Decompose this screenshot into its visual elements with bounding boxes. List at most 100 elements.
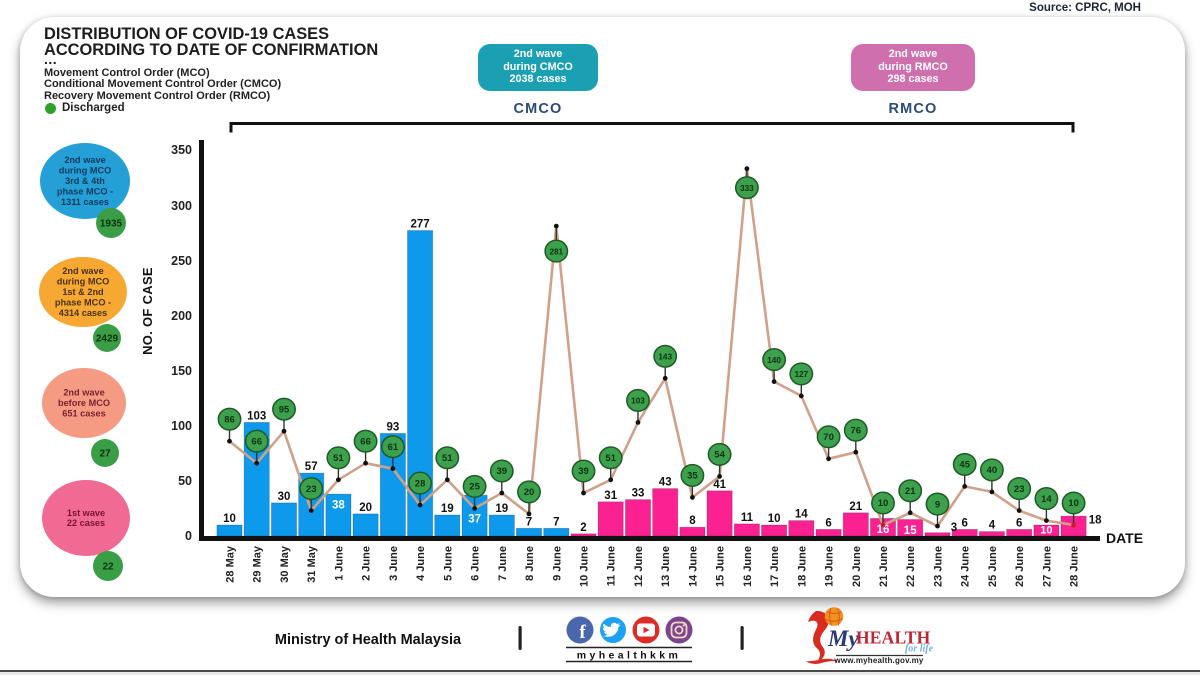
svg-text:40: 40 xyxy=(987,465,998,476)
svg-text:30 May: 30 May xyxy=(279,545,291,583)
svg-text:19 June: 19 June xyxy=(824,546,836,587)
svg-text:3: 3 xyxy=(951,522,957,534)
svg-text:11 June: 11 June xyxy=(606,546,618,586)
svg-text:26 June: 26 June xyxy=(1014,546,1026,587)
svg-text:19: 19 xyxy=(441,503,454,515)
svg-text:18 June: 18 June xyxy=(796,546,808,587)
svg-text:39: 39 xyxy=(578,466,589,477)
svg-text:1 June: 1 June xyxy=(333,546,345,581)
svg-text:My: My xyxy=(827,626,859,651)
svg-text:10 June: 10 June xyxy=(579,546,591,587)
svg-text:1st & 2nd: 1st & 2nd xyxy=(62,287,103,297)
svg-text:2429: 2429 xyxy=(96,334,119,345)
svg-text:25: 25 xyxy=(469,482,480,493)
svg-text:14: 14 xyxy=(1041,494,1052,505)
svg-text:50: 50 xyxy=(178,474,192,488)
svg-text:250: 250 xyxy=(171,254,192,268)
svg-text:70: 70 xyxy=(823,432,834,443)
svg-text:NO. OF CASE: NO. OF CASE xyxy=(140,267,155,355)
svg-text:4314 cases: 4314 cases xyxy=(59,308,108,318)
svg-text:13 June: 13 June xyxy=(660,546,672,587)
svg-text:277: 277 xyxy=(411,219,430,231)
svg-text:for life: for life xyxy=(905,644,934,655)
svg-text:21: 21 xyxy=(905,486,916,497)
svg-text:51: 51 xyxy=(442,453,453,464)
svg-text:24 June: 24 June xyxy=(960,546,972,587)
svg-text:1st wave: 1st wave xyxy=(67,508,105,518)
svg-text:Ministry of Health Malaysia: Ministry of Health Malaysia xyxy=(275,632,462,648)
svg-text:8 June: 8 June xyxy=(524,546,536,581)
svg-text:25 June: 25 June xyxy=(987,546,999,587)
svg-text:27: 27 xyxy=(99,449,111,460)
svg-text:143: 143 xyxy=(658,353,672,362)
svg-text:66: 66 xyxy=(251,436,262,447)
svg-text:2nd wave: 2nd wave xyxy=(64,155,105,165)
svg-text:21 June: 21 June xyxy=(878,546,890,587)
svg-text:31 May: 31 May xyxy=(306,545,318,583)
svg-text:2: 2 xyxy=(580,522,586,534)
svg-text:phase MCO -: phase MCO - xyxy=(57,186,113,196)
svg-text:4: 4 xyxy=(989,520,996,532)
svg-text:9 June: 9 June xyxy=(551,546,563,581)
svg-text:9: 9 xyxy=(935,499,940,510)
svg-text:22: 22 xyxy=(102,562,114,573)
svg-text:23 June: 23 June xyxy=(933,546,945,587)
svg-text:20 June: 20 June xyxy=(851,546,863,587)
svg-text:10: 10 xyxy=(1040,525,1052,537)
svg-text:150: 150 xyxy=(171,364,192,378)
svg-text:7 June: 7 June xyxy=(497,546,509,581)
svg-text:16 June: 16 June xyxy=(742,546,754,587)
svg-text:during MCO: during MCO xyxy=(59,166,112,176)
svg-text:127: 127 xyxy=(794,370,808,379)
svg-text:95: 95 xyxy=(279,404,290,415)
svg-text:1311 cases: 1311 cases xyxy=(61,197,109,207)
svg-text:57: 57 xyxy=(305,461,318,473)
svg-text:7: 7 xyxy=(553,516,559,528)
svg-text:6: 6 xyxy=(1016,517,1022,529)
svg-text:20: 20 xyxy=(524,487,535,498)
svg-text:33: 33 xyxy=(632,488,645,500)
svg-text:54: 54 xyxy=(714,450,725,461)
svg-text:14 June: 14 June xyxy=(687,546,699,587)
svg-text:23: 23 xyxy=(306,484,317,495)
svg-text:f: f xyxy=(579,622,586,643)
svg-text:12 June: 12 June xyxy=(633,546,645,587)
svg-text:23: 23 xyxy=(1014,484,1025,495)
svg-text:20: 20 xyxy=(359,502,372,514)
svg-text:11: 11 xyxy=(741,512,754,524)
svg-text:10: 10 xyxy=(878,498,889,509)
svg-text:15: 15 xyxy=(904,525,917,537)
svg-text:before MCO: before MCO xyxy=(58,398,110,408)
svg-text:61: 61 xyxy=(388,442,399,453)
svg-text:41: 41 xyxy=(713,479,726,491)
svg-text:100: 100 xyxy=(171,419,192,433)
svg-text:0: 0 xyxy=(185,529,192,543)
svg-text:5 June: 5 June xyxy=(442,546,454,581)
svg-text:27 June: 27 June xyxy=(1041,546,1053,587)
svg-text:6: 6 xyxy=(825,517,831,529)
svg-text:HEALTH: HEALTH xyxy=(856,628,931,648)
svg-text:22 June: 22 June xyxy=(905,546,917,587)
svg-text:333: 333 xyxy=(740,184,754,193)
svg-text:8: 8 xyxy=(689,515,696,527)
svg-text:14: 14 xyxy=(795,509,808,521)
svg-text:30: 30 xyxy=(278,491,291,503)
svg-text:during MCO: during MCO xyxy=(57,277,110,287)
svg-text:17 June: 17 June xyxy=(769,546,781,587)
svg-text:15 June: 15 June xyxy=(715,546,727,587)
svg-text:21: 21 xyxy=(849,501,862,513)
svg-text:39: 39 xyxy=(497,466,508,477)
svg-text:www.myhealth.gov.my: www.myhealth.gov.my xyxy=(833,656,924,665)
svg-text:myhealthkkm: myhealthkkm xyxy=(577,650,682,662)
svg-text:7: 7 xyxy=(526,516,532,528)
svg-text:281: 281 xyxy=(549,247,563,256)
svg-text:29 May: 29 May xyxy=(252,545,264,583)
svg-text:16: 16 xyxy=(877,524,890,536)
svg-text:300: 300 xyxy=(171,199,192,213)
svg-text:76: 76 xyxy=(851,425,862,436)
svg-text:38: 38 xyxy=(332,500,345,512)
svg-text:45: 45 xyxy=(959,460,970,471)
svg-text:28 June: 28 June xyxy=(1069,546,1081,587)
svg-text:28: 28 xyxy=(415,478,426,489)
svg-text:3 June: 3 June xyxy=(388,546,400,581)
